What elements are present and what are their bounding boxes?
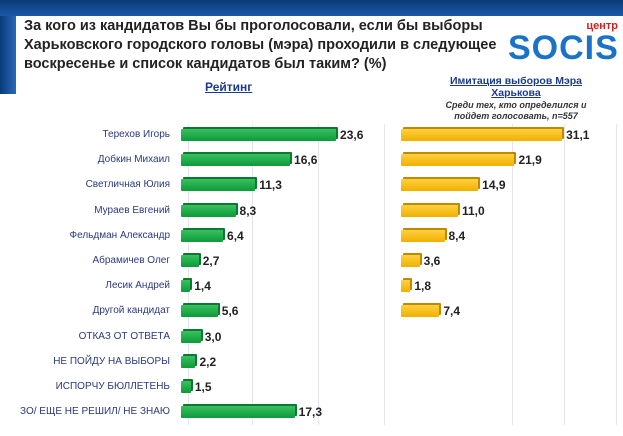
bar xyxy=(401,204,458,217)
bar xyxy=(181,355,196,368)
header-strip xyxy=(0,16,16,94)
category-label: Лесик Андрей xyxy=(105,280,170,292)
data-label: 6,4 xyxy=(227,228,244,243)
category-label: Мураев Евгений xyxy=(94,204,170,216)
data-label: 17,3 xyxy=(298,405,323,420)
simulation-title: Имитация выборов Мэра Харькова xyxy=(449,75,583,99)
gridline xyxy=(384,124,385,425)
category-label: НЕ ПОЙДУ НА ВЫБОРЫ xyxy=(53,355,170,367)
data-label: 21,9 xyxy=(518,153,542,168)
bar xyxy=(401,229,445,242)
bar xyxy=(401,255,420,267)
data-label: 23,6 xyxy=(340,128,364,142)
data-label: 2,2 xyxy=(199,354,217,369)
page-title: За кого из кандидатов Вы бы проголосовал… xyxy=(24,18,497,72)
data-label: 1,4 xyxy=(194,279,211,294)
header-band xyxy=(0,0,623,16)
gridline xyxy=(512,124,513,425)
bar xyxy=(181,280,191,293)
gridline xyxy=(252,124,253,425)
category-label: Добкин Михаил xyxy=(97,154,170,166)
data-label: 14,9 xyxy=(482,178,506,193)
simulation-subtitle: Среди тех, кто определился и пойдет голо… xyxy=(445,100,587,121)
data-label: 3,0 xyxy=(204,329,222,344)
bar xyxy=(181,255,199,267)
category-label: ОТКАЗ ОТ ОТВЕТА xyxy=(78,330,170,342)
gridline xyxy=(318,124,319,425)
bar xyxy=(401,154,515,167)
simulation-header: Имитация выборов Мэра Харькова Среди тех… xyxy=(438,75,594,122)
data-label: 8,3 xyxy=(239,203,257,218)
category-label: Светличная Юлия xyxy=(85,179,170,191)
bar xyxy=(181,129,337,141)
logo-top: центр xyxy=(586,20,618,32)
data-label: 1,8 xyxy=(414,279,431,294)
gridline xyxy=(188,124,189,425)
socis-logo: центр SOCIS xyxy=(508,20,622,70)
data-label: 16,6 xyxy=(294,153,318,168)
data-label: 1,5 xyxy=(194,380,212,394)
bar xyxy=(181,154,291,167)
data-label: 7,4 xyxy=(443,304,461,319)
category-label: ИСПОРЧУ БЮЛЛЕТЕНЬ xyxy=(55,381,170,392)
data-label: 31,1 xyxy=(566,128,590,142)
bar xyxy=(181,406,295,419)
bar xyxy=(401,280,411,293)
category-label: ЗО/ ЕЩЕ НЕ РЕШИЛ/ НЕ ЗНАЮ xyxy=(20,406,170,418)
bar xyxy=(401,129,563,141)
bar xyxy=(181,179,256,192)
category-label: Фельдман Александр xyxy=(69,229,170,241)
rating-title: Рейтинг xyxy=(205,80,253,94)
bar xyxy=(181,381,191,393)
data-label: 2,7 xyxy=(202,254,220,268)
category-label: Терехов Игорь xyxy=(102,129,171,140)
bar xyxy=(181,229,224,242)
logo-main: SOCIS xyxy=(508,29,619,67)
gridline xyxy=(564,124,565,425)
bar xyxy=(181,204,236,217)
bar xyxy=(181,330,201,343)
bar xyxy=(401,305,440,318)
data-label: 11,0 xyxy=(461,203,485,218)
data-label: 3,6 xyxy=(423,254,441,268)
gridline xyxy=(616,124,617,425)
data-label: 11,3 xyxy=(259,178,282,193)
bar xyxy=(401,179,479,192)
data-label: 8,4 xyxy=(448,228,466,243)
bar xyxy=(181,305,218,318)
category-label: Абрамичев Олег xyxy=(92,255,170,266)
data-label: 5,6 xyxy=(221,304,239,319)
category-label: Другой кандидат xyxy=(92,305,170,317)
